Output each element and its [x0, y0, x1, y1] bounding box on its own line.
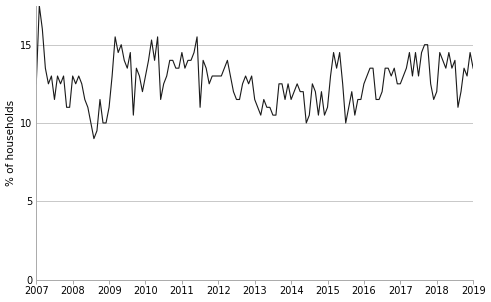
Y-axis label: % of households: % of households [5, 99, 16, 186]
